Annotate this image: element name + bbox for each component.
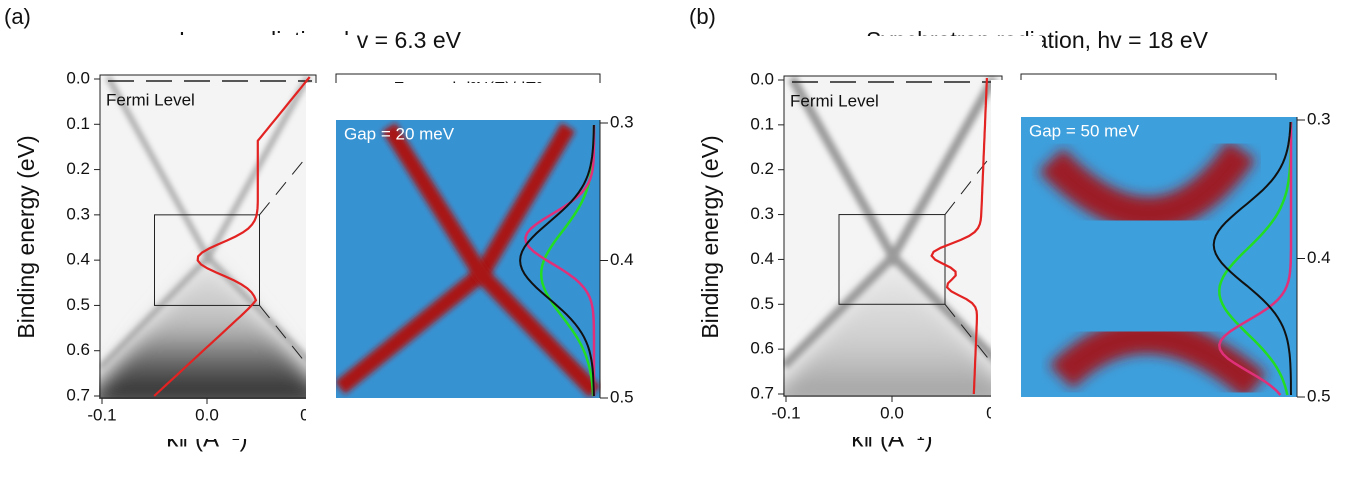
arpes-image — [744, 36, 1042, 437]
fit-magenta — [524, 125, 596, 396]
inset-mask — [601, 120, 641, 398]
gap-label: Gap = 50 meV — [1029, 121, 1140, 140]
fit-magenta — [1218, 122, 1293, 396]
y-tick-label: 0.4 — [750, 249, 774, 268]
zoom-connector — [944, 303, 1020, 398]
y-tick-label: 0.3 — [750, 204, 774, 223]
inset-y-tick-label: 0.3 — [1307, 109, 1331, 128]
lower-cone — [764, 256, 1022, 406]
inset-y-tick-label: 0.5 — [610, 387, 634, 406]
inset-image — [991, 80, 1338, 427]
image-mask — [744, 74, 783, 398]
y-tick-label: 0.6 — [66, 340, 90, 359]
inset-mask — [991, 117, 1021, 397]
image-mask — [60, 73, 99, 400]
zoom-connector — [259, 305, 335, 399]
lower-cone — [80, 257, 336, 408]
red-band — [1048, 319, 1267, 400]
y-tick-label: 0.4 — [66, 250, 90, 269]
edc-curve — [153, 76, 311, 397]
inset-y-tick-label: 0.5 — [1307, 386, 1331, 405]
y-tick-label: 0.3 — [66, 204, 90, 223]
fermi-label: Fermi Level — [790, 91, 879, 110]
inset-mask — [306, 120, 336, 398]
y-tick-label: 0.7 — [66, 385, 90, 404]
y-tick-label: 0.5 — [750, 294, 774, 313]
y-tick-label: 0.5 — [66, 295, 90, 314]
inset-mask — [306, 83, 630, 120]
gap-label: Gap = 20 meV — [344, 124, 455, 143]
inset-mask — [991, 80, 1327, 117]
fermi-label: Fermi Level — [106, 90, 195, 109]
inset-y-tick-label: 0.4 — [610, 250, 634, 269]
x-tick-label: 0.0 — [195, 405, 219, 424]
y-tick-label: 0.6 — [750, 339, 774, 358]
y-tick-label: 0.0 — [750, 69, 774, 88]
x-tick-label: -0.1 — [87, 405, 116, 424]
image-mask — [60, 35, 356, 74]
y-tick-label: 0.1 — [750, 114, 774, 133]
y-axis-title: Binding energy (eV) — [697, 135, 723, 338]
y-tick-label: 0.2 — [66, 159, 90, 178]
edc-curve — [930, 77, 988, 395]
image-mask — [744, 36, 1042, 75]
y-axis-title: Binding energy (eV) — [13, 135, 39, 338]
y-tick-label: 0.7 — [750, 383, 774, 402]
zoom-box — [838, 214, 946, 305]
zoom-box — [154, 214, 260, 306]
inset-mask — [306, 398, 630, 428]
y-tick-label: 0.0 — [66, 68, 90, 87]
zoom-connector — [259, 122, 335, 216]
inset-y-tick-label: 0.4 — [1307, 248, 1331, 267]
panel-label: (b) — [689, 4, 716, 29]
x-tick-label: -0.1 — [771, 403, 800, 422]
zoom-connector — [944, 119, 1020, 215]
fit-total — [1212, 121, 1292, 396]
red-band — [1038, 140, 1256, 231]
inset-y-tick-label: 0.3 — [610, 112, 634, 131]
y-tick-label: 0.2 — [750, 159, 774, 178]
inset-image — [306, 83, 641, 428]
x-tick-label: 0.0 — [880, 403, 904, 422]
inset-mask — [991, 397, 1327, 427]
inset-mask — [1298, 117, 1338, 397]
y-tick-label: 0.1 — [66, 114, 90, 133]
red-band — [382, 122, 601, 398]
panel-label: (a) — [4, 4, 31, 29]
fit-total — [519, 124, 595, 397]
